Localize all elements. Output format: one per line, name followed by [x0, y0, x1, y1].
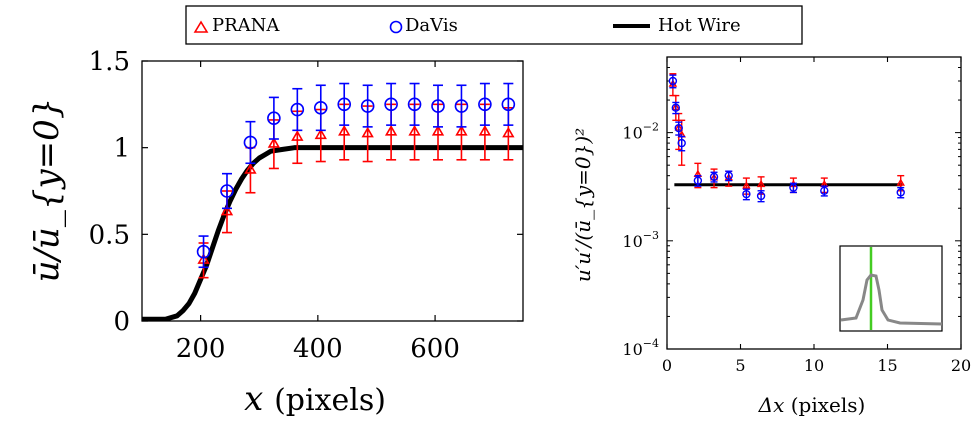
davis-point [896, 188, 905, 197]
davis-point [360, 99, 375, 113]
right-x-tick-label: 0 [662, 356, 672, 375]
prana-point [291, 130, 304, 141]
davis-point [478, 97, 492, 112]
prana-point [742, 181, 751, 189]
right-x-axis-label: Δx (pixels) [758, 393, 866, 417]
prana-point [502, 126, 515, 138]
davis-point [313, 101, 328, 115]
right-plot-frame [666, 56, 962, 350]
prana-point [244, 163, 257, 174]
davis-point [431, 99, 445, 113]
davis-point [501, 97, 516, 112]
davis-point [671, 103, 681, 112]
right-series [668, 73, 905, 203]
davis-point [196, 244, 211, 259]
davis-point [384, 97, 398, 112]
prana-point [756, 179, 766, 188]
prana-point [361, 126, 374, 138]
right-x-tick-label: 10 [804, 356, 824, 375]
davis-point [820, 186, 829, 195]
left-tick-labels: 200 400 600 0 0.5 1 1.5 [89, 47, 460, 364]
left-y-tick-label: 0.5 [89, 220, 130, 250]
davis-point [756, 191, 766, 201]
legend-label-prana: PRANA [212, 15, 280, 36]
davis-point [668, 76, 678, 86]
right-y-tick-label: 10−3 [622, 229, 659, 251]
davis-point [674, 123, 683, 133]
left-plot-frame [141, 60, 524, 322]
left-chart: 200 400 600 0 0.5 1 1.5 x (pixels) ū/ū_{y=0} [27, 47, 524, 419]
inset-profile-curve [840, 273, 943, 326]
prana-point [896, 178, 905, 186]
left-y-axis-label: ū/ū_{y=0} [27, 98, 67, 283]
prana-point [431, 124, 445, 136]
legend-label-davis: DaVis [405, 15, 458, 36]
davis-point [724, 171, 733, 180]
legend-label-hotwire: Hot Wire [658, 15, 741, 36]
davis-point [454, 99, 469, 113]
prana-point [220, 204, 234, 216]
right-tick-labels: 0 5 10 15 20 10−4 10−3 10−2 [622, 121, 971, 375]
legend-davis-marker [389, 20, 403, 34]
prana-point [384, 124, 398, 136]
davis-point [789, 183, 798, 192]
legend-prana-marker [193, 20, 209, 33]
right-x-tick-label: 15 [877, 356, 897, 375]
right-y-axis-label: u′u′/(ū_{y=0})² [571, 128, 595, 282]
right-x-tick-label: 20 [951, 356, 971, 375]
legend-box [185, 5, 803, 45]
inset [839, 245, 943, 332]
davis-point [742, 189, 751, 199]
left-y-tick-label: 1.5 [89, 47, 130, 77]
prana-point [478, 124, 492, 136]
davis-point [220, 184, 234, 198]
davis-point [290, 102, 305, 117]
left-y-tick-label: 1 [113, 134, 130, 164]
davis-point [709, 172, 719, 182]
davis-point [693, 176, 703, 185]
prana-point [314, 128, 327, 140]
right-chart: 0 5 10 15 20 10−4 10−3 10−2 Δx (pixels) u′u′/(ū… [571, 56, 971, 417]
left-y-tick-label: 0 [113, 307, 130, 337]
left-series [142, 82, 523, 321]
davis-point [267, 111, 281, 125]
hot-wire-curve [142, 145, 523, 321]
prana-point [455, 124, 468, 136]
davis-point [407, 97, 422, 112]
davis-point [337, 97, 352, 112]
davis-point [677, 138, 686, 148]
prana-point [408, 124, 421, 136]
left-x-axis-label: x (pixels) [244, 379, 386, 419]
right-y-tick-label: 10−2 [622, 121, 659, 143]
left-x-tick-label: 600 [410, 334, 460, 364]
right-x-tick-label: 5 [735, 356, 745, 375]
davis-point [243, 135, 258, 150]
prana-point [338, 124, 351, 136]
legend: PRANA DaVis Hot Wire [185, 5, 803, 45]
left-x-tick-label: 400 [293, 334, 343, 364]
left-x-tick-label: 200 [176, 334, 226, 364]
right-y-tick-label: 10−4 [622, 337, 659, 359]
prana-point [267, 137, 281, 148]
